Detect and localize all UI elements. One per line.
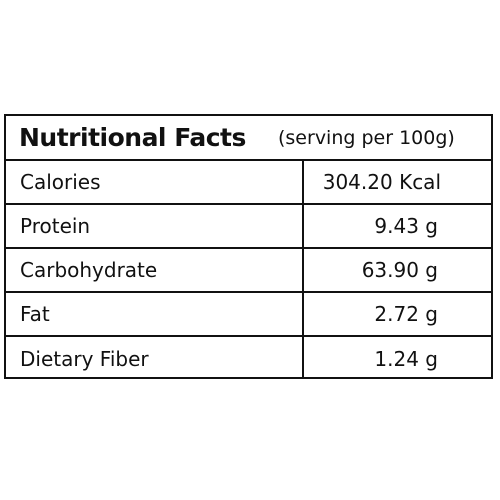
table-row-dietary-fiber: Dietary Fiber 1.24 g: [6, 337, 491, 381]
column-divider: [302, 161, 304, 377]
table-title: Nutritional Facts: [19, 123, 246, 152]
table-header: Nutritional Facts (serving per 100g): [6, 116, 491, 161]
table-row-calories: Calories 304.20 Kcal: [6, 161, 491, 205]
row-value: 1.24 g: [374, 347, 438, 371]
row-label: Carbohydrate: [20, 258, 158, 282]
row-value: 63.90 g: [361, 258, 438, 282]
row-value: 304.20 Kcal: [322, 170, 441, 194]
serving-note: (serving per 100g): [278, 127, 455, 149]
row-label: Protein: [20, 214, 91, 238]
row-label: Dietary Fiber: [20, 347, 149, 371]
nutrition-facts-table: Nutritional Facts (serving per 100g) Cal…: [4, 114, 493, 379]
row-label: Fat: [20, 302, 50, 326]
row-value: 2.72 g: [374, 302, 438, 326]
row-value: 9.43 g: [374, 214, 438, 238]
table-row-fat: Fat 2.72 g: [6, 293, 491, 337]
table-row-protein: Protein 9.43 g: [6, 205, 491, 249]
row-label: Calories: [20, 170, 101, 194]
table-row-carbohydrate: Carbohydrate 63.90 g: [6, 249, 491, 293]
